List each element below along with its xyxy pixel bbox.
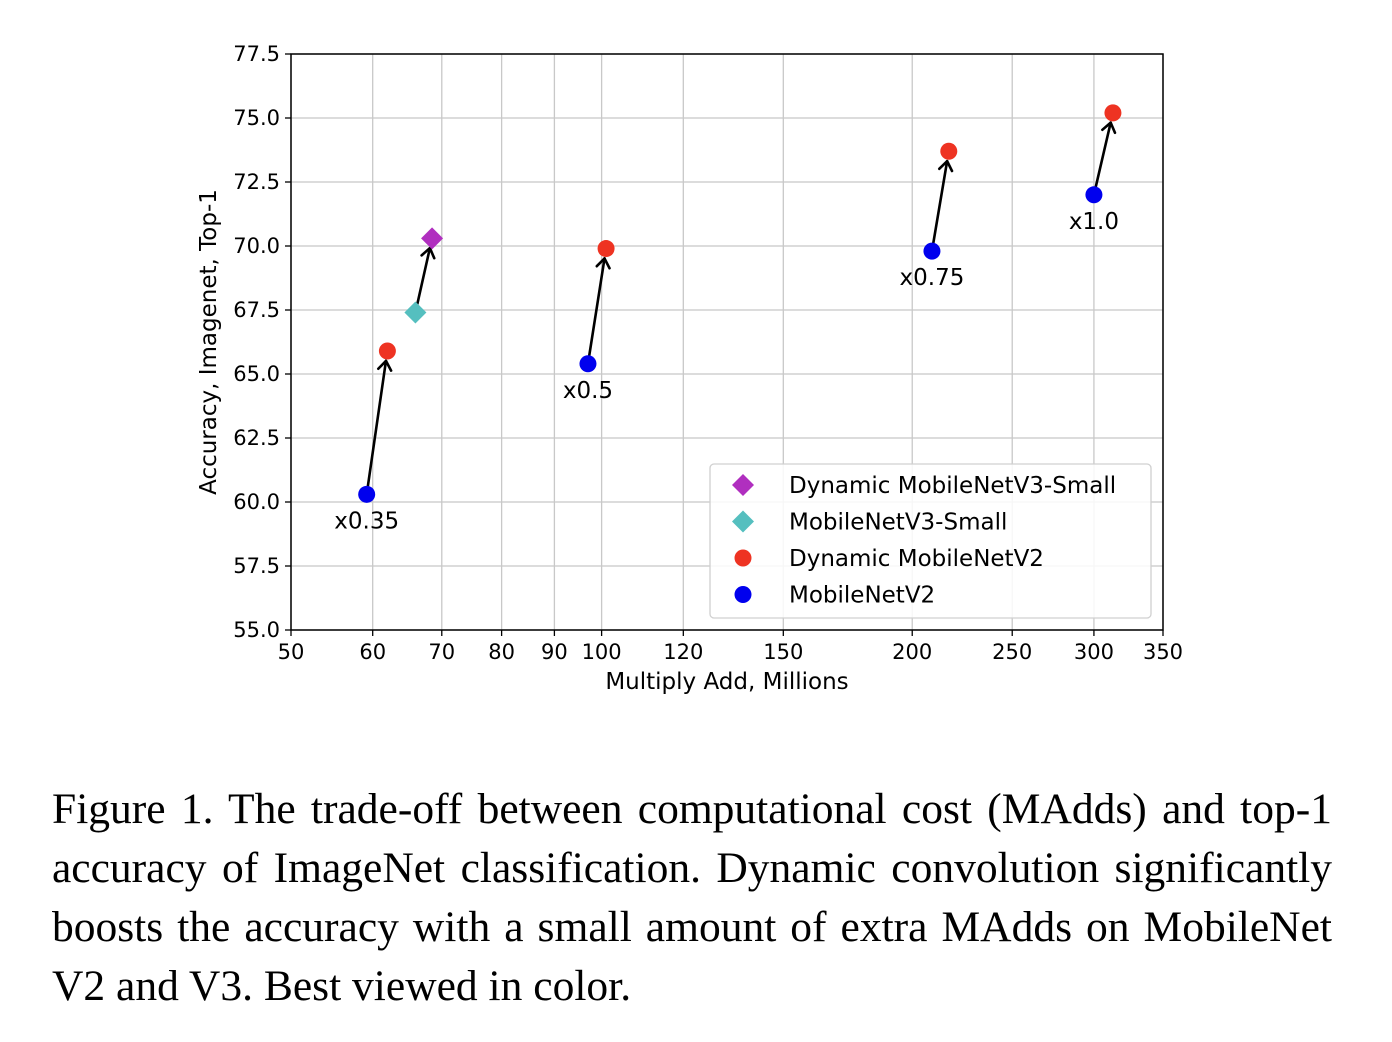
x-tick-label: 90 bbox=[541, 640, 568, 664]
legend-label: MobileNetV3-Small bbox=[789, 510, 1007, 536]
mobilenetv3-small-point bbox=[404, 301, 427, 324]
y-tick-label: 65.0 bbox=[233, 362, 280, 386]
y-tick-label: 77.5 bbox=[233, 42, 280, 66]
x-tick-label: 150 bbox=[763, 640, 803, 664]
legend-label: Dynamic MobileNetV3-Small bbox=[789, 473, 1116, 499]
plot-frame bbox=[290, 53, 1164, 631]
legend-label: Dynamic MobileNetV2 bbox=[789, 546, 1044, 572]
x-tick-label: 120 bbox=[663, 640, 703, 664]
legend-marker-dynamic-mobilenetv2 bbox=[734, 549, 752, 567]
arrow bbox=[586, 257, 611, 366]
y-tick-label: 62.5 bbox=[233, 426, 280, 450]
y-tick-label: 67.5 bbox=[233, 298, 280, 322]
figure-caption: Figure 1. The trade-off between computat… bbox=[52, 785, 1332, 1010]
mobilenetv2-point bbox=[579, 355, 597, 373]
legend-label: MobileNetV2 bbox=[789, 583, 935, 609]
point-annotations: x0.35 x0.5 x0.75 x1.0 bbox=[334, 209, 1119, 535]
y-tick-label: 75.0 bbox=[233, 106, 280, 130]
arrows bbox=[365, 121, 1117, 496]
arrow bbox=[414, 246, 436, 314]
x-tick-label: 50 bbox=[278, 640, 305, 664]
legend-marker-mobilenetv3-small bbox=[732, 510, 754, 533]
x-tick-label: 350 bbox=[1143, 640, 1183, 664]
x-tick-label: 200 bbox=[892, 640, 932, 664]
y-axis-label: Accuracy, Imagenet, Top-1 bbox=[196, 189, 222, 495]
width-multiplier-label: x0.75 bbox=[900, 265, 965, 291]
axis-ticks: 50 60 70 80 90 100 120 150 200 250 300 350 55.0 57.5 6… bbox=[233, 42, 1183, 664]
dynamic-mobilenetv2-point bbox=[378, 342, 396, 360]
legend-box bbox=[709, 463, 1152, 619]
dynamic-mobilenetv2-point bbox=[597, 240, 615, 258]
legend-marker-mobilenetv2 bbox=[734, 586, 752, 603]
arrow bbox=[1092, 121, 1117, 197]
width-multiplier-label: x0.5 bbox=[563, 378, 613, 404]
dynamic-mobilenetv3-small-point bbox=[421, 227, 444, 250]
y-tick-label: 60.0 bbox=[233, 490, 280, 514]
arrow bbox=[930, 159, 954, 253]
y-tick-label: 72.5 bbox=[233, 170, 280, 194]
x-tick-label: 60 bbox=[359, 640, 386, 664]
mobilenetv2-point bbox=[923, 242, 941, 260]
mobilenetv2-point bbox=[358, 485, 376, 503]
y-tick-label: 70.0 bbox=[233, 234, 280, 258]
y-tick-label: 57.5 bbox=[233, 554, 280, 578]
dynamic-mobilenetv2-point bbox=[940, 142, 958, 160]
x-tick-label: 250 bbox=[992, 640, 1032, 664]
y-tick-label: 55.0 bbox=[233, 618, 280, 642]
width-multiplier-label: x1.0 bbox=[1069, 209, 1119, 235]
width-multiplier-label: x0.35 bbox=[334, 508, 399, 534]
x-tick-label: 300 bbox=[1074, 640, 1114, 664]
x-tick-label: 80 bbox=[488, 640, 515, 664]
x-tick-label: 100 bbox=[582, 640, 622, 664]
data-points bbox=[358, 104, 1122, 503]
scatter-chart: x0.35 x0.5 x0.75 x1.0 50 60 70 80 90 100 120 150 20… bbox=[196, 42, 1183, 695]
legend-marker-dynamic-mobilenetv3-small bbox=[732, 474, 754, 496]
x-axis-label: Multiply Add, Millions bbox=[605, 669, 848, 695]
dynamic-mobilenetv2-point bbox=[1104, 104, 1122, 122]
legend: Dynamic MobileNetV3-Small MobileNetV3-Sma… bbox=[709, 463, 1152, 619]
arrow bbox=[365, 359, 393, 496]
mobilenetv2-point bbox=[1085, 186, 1103, 204]
x-tick-label: 70 bbox=[428, 640, 455, 664]
